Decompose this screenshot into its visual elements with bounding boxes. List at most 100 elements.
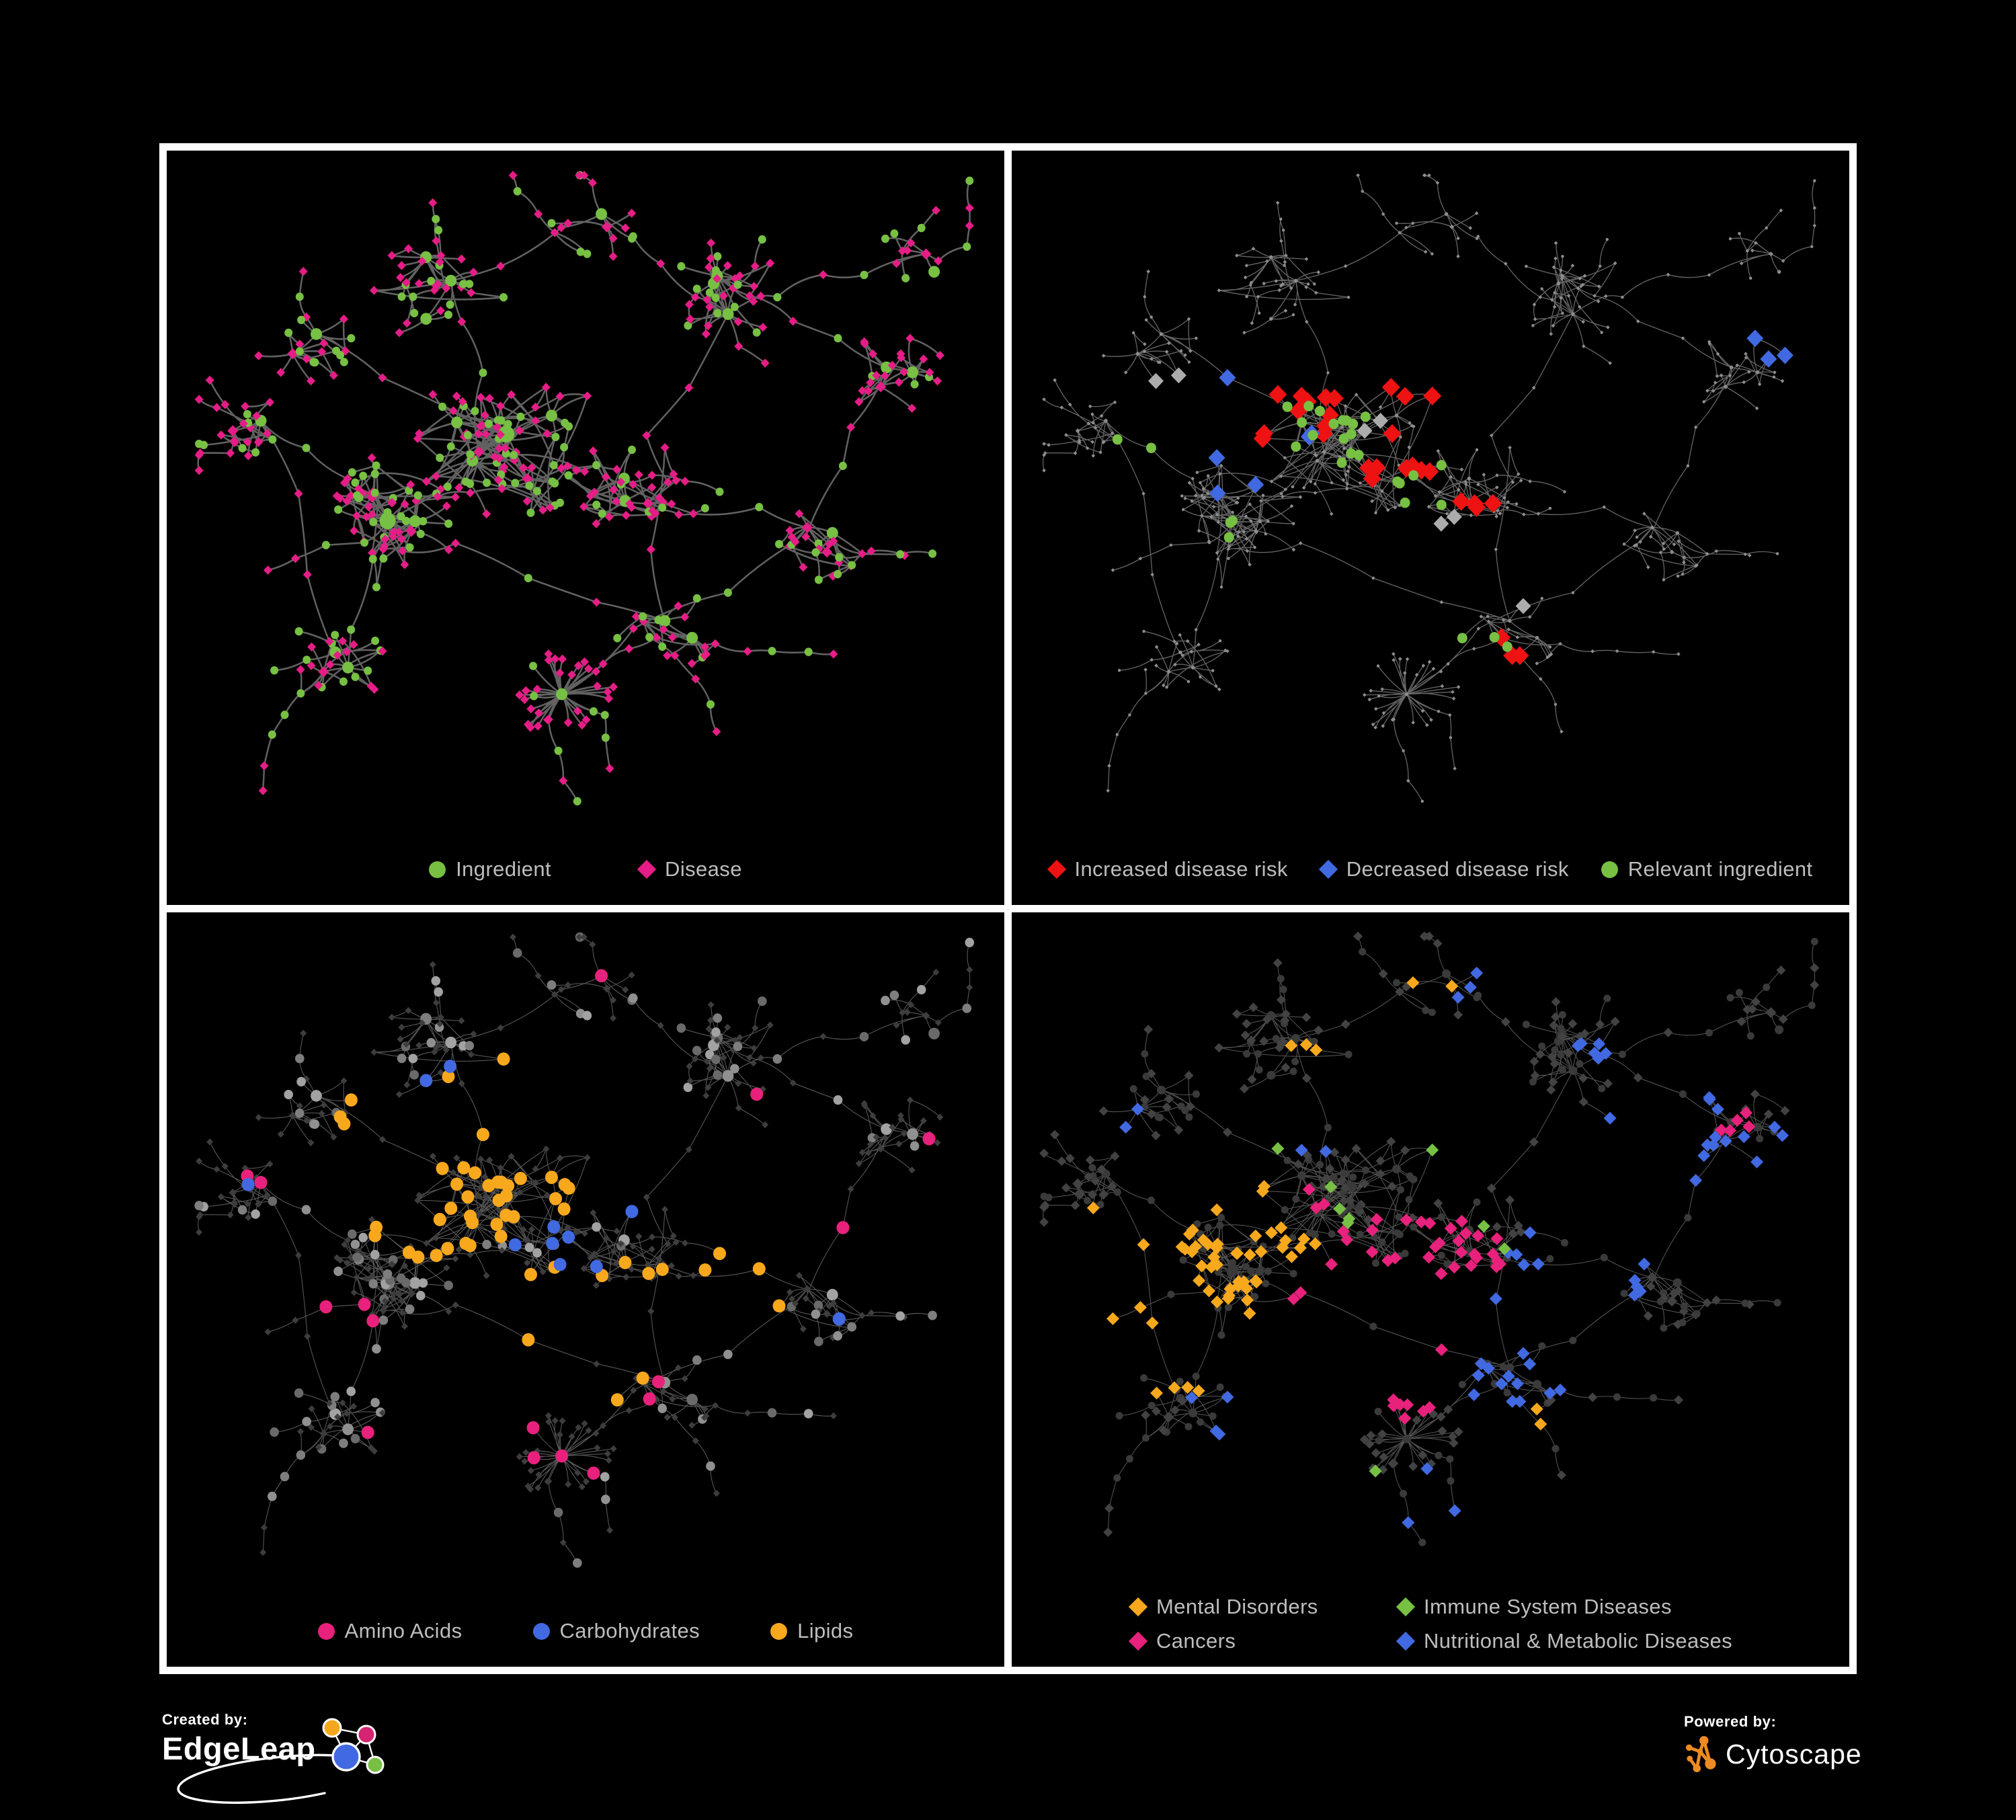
- node-diamond: [899, 1009, 906, 1017]
- node-diamond: [1162, 683, 1166, 688]
- diamond-swatch-increased-disease-risk-icon: [1047, 859, 1066, 879]
- node-circle: [1297, 1171, 1307, 1181]
- node-diamond: [1638, 1257, 1651, 1271]
- node-diamond: [1381, 724, 1385, 728]
- node-diamond: [339, 478, 349, 487]
- node-circle: [1412, 424, 1416, 428]
- node-circle: [1503, 1389, 1511, 1397]
- node-diamond: [1812, 223, 1817, 228]
- node-circle: [592, 461, 601, 470]
- node-circle: [1040, 1192, 1048, 1200]
- node-diamond: [1173, 662, 1177, 667]
- node-diamond: [397, 534, 406, 544]
- node-diamond: [1716, 352, 1720, 356]
- node-circle: [1746, 1032, 1755, 1040]
- node-circle: [1408, 421, 1412, 425]
- node-circle: [1380, 489, 1384, 493]
- node-diamond: [627, 502, 637, 512]
- legend-label-nutritional-metabolic-diseases: Nutritional & Metabolic Diseases: [1424, 1629, 1733, 1653]
- node-circle: [1326, 371, 1330, 374]
- node-circle: [330, 1392, 340, 1402]
- node-diamond: [1528, 479, 1532, 483]
- node-circle: [1091, 421, 1095, 425]
- node-circle: [510, 450, 518, 459]
- node-diamond: [1387, 1458, 1398, 1468]
- node-diamond: [1292, 387, 1311, 406]
- node-diamond: [1221, 1390, 1234, 1404]
- node-diamond: [307, 642, 317, 651]
- node-diamond: [1193, 1274, 1206, 1288]
- node-circle: [416, 1291, 426, 1301]
- node-diamond: [350, 526, 359, 536]
- node-diamond: [1429, 717, 1433, 722]
- node-diamond: [1345, 1195, 1355, 1205]
- node-diamond: [713, 1490, 720, 1497]
- node-circle: [1346, 428, 1357, 440]
- node-circle: [352, 1252, 362, 1262]
- node-circle: [383, 508, 392, 517]
- node-circle: [907, 1128, 918, 1140]
- node-diamond: [1768, 1121, 1781, 1134]
- node-circle: [501, 1179, 515, 1193]
- node-circle: [1193, 1220, 1201, 1228]
- node-diamond: [731, 1037, 739, 1044]
- node-circle: [408, 1054, 418, 1064]
- node-diamond: [1455, 1214, 1468, 1228]
- node-diamond: [819, 1033, 827, 1040]
- node-diamond: [458, 397, 467, 407]
- node-diamond: [609, 682, 618, 692]
- node-circle: [433, 1213, 446, 1226]
- node-diamond: [573, 1228, 580, 1236]
- node-diamond: [442, 502, 451, 511]
- node-diamond: [501, 443, 510, 453]
- node-circle: [545, 1171, 558, 1184]
- node-diamond: [1172, 639, 1176, 643]
- legend-item-decreased-disease-risk: Decreased disease risk: [1318, 857, 1569, 881]
- node-diamond: [1418, 1450, 1428, 1460]
- node-diamond: [1455, 1245, 1468, 1259]
- node-circle: [513, 187, 522, 196]
- node-circle: [1247, 1267, 1255, 1275]
- node-diamond: [532, 684, 542, 694]
- node-circle: [1176, 1378, 1184, 1386]
- node-diamond: [875, 381, 887, 393]
- node-diamond: [428, 390, 438, 399]
- node-circle: [1686, 464, 1690, 468]
- node-circle: [1306, 282, 1310, 286]
- node-diamond: [1494, 547, 1498, 552]
- node-diamond: [1592, 1052, 1605, 1065]
- node-diamond: [522, 473, 533, 485]
- node-diamond: [1073, 451, 1078, 455]
- node-diamond: [590, 1209, 597, 1216]
- node-diamond: [568, 1433, 575, 1440]
- node-circle: [1186, 680, 1191, 684]
- node-diamond: [467, 1051, 475, 1058]
- node-circle: [416, 529, 425, 539]
- node-diamond: [1711, 1295, 1722, 1305]
- node-circle: [372, 461, 380, 470]
- node-diamond: [1379, 1452, 1389, 1462]
- node-diamond: [647, 471, 657, 480]
- node-circle: [1178, 633, 1182, 637]
- node-diamond: [1259, 1036, 1269, 1046]
- node-diamond: [1174, 1125, 1184, 1135]
- node-diamond: [245, 1214, 252, 1222]
- graph-edges: [198, 937, 971, 1564]
- node-diamond: [966, 966, 973, 974]
- node-diamond: [789, 1079, 797, 1086]
- node-diamond: [1340, 1183, 1350, 1193]
- node-diamond: [217, 1193, 225, 1201]
- node-circle: [1749, 276, 1752, 280]
- node-circle: [730, 303, 739, 311]
- node-diamond: [264, 1328, 272, 1336]
- node-diamond: [1374, 707, 1378, 711]
- node-circle: [490, 1218, 503, 1231]
- node-circle: [1150, 658, 1154, 662]
- node-diamond: [1096, 1164, 1106, 1175]
- node-diamond: [1363, 1215, 1373, 1225]
- node-circle: [773, 292, 782, 302]
- node-circle: [1568, 1066, 1578, 1076]
- panel-disease-categories: Mental Disorders Immune System Diseases Ca…: [1012, 912, 1849, 1667]
- node-circle: [722, 1070, 734, 1082]
- node-diamond: [1463, 480, 1468, 484]
